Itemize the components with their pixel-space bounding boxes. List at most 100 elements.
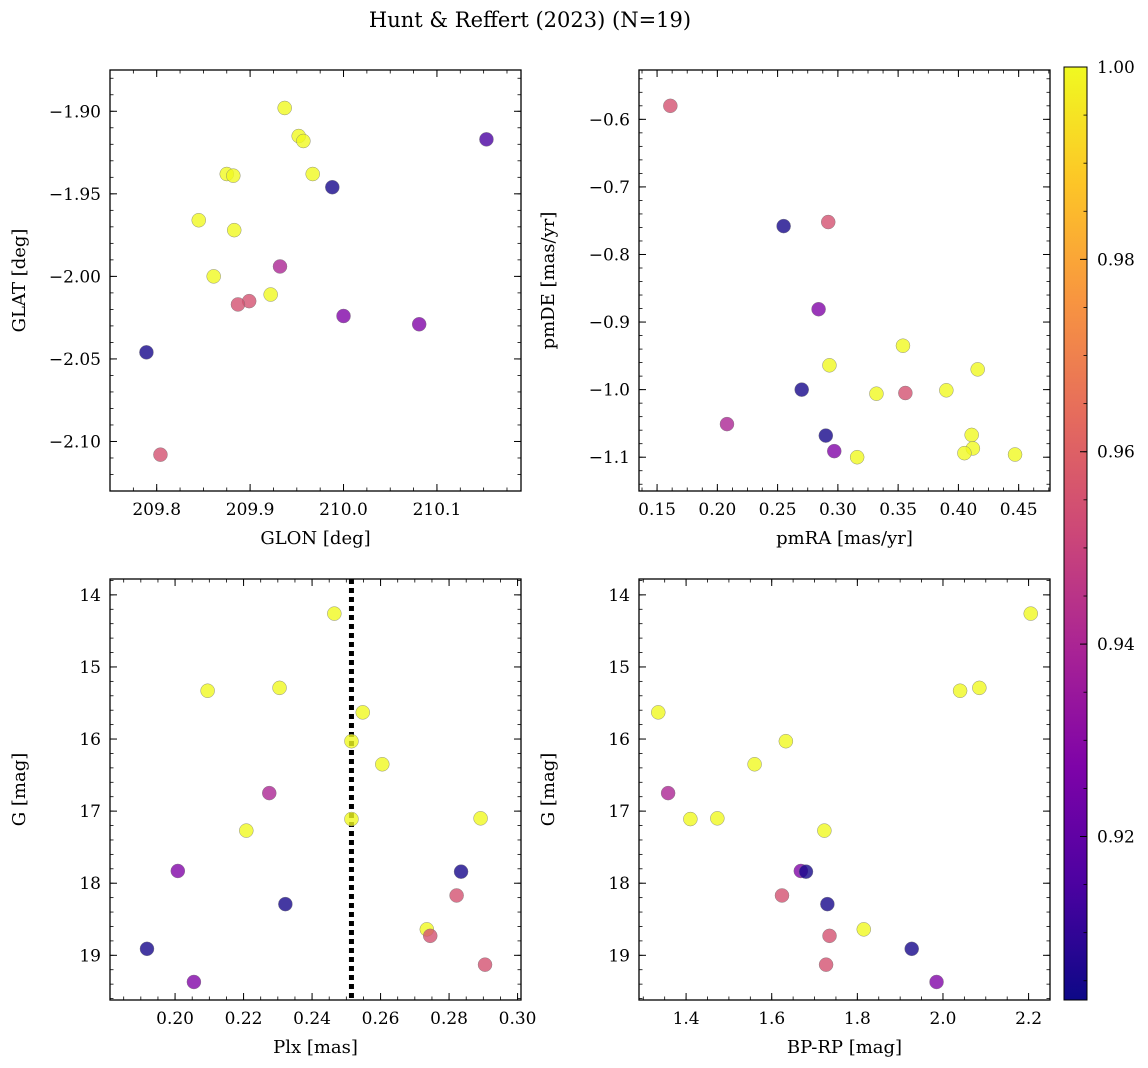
data-point bbox=[1007, 447, 1023, 462]
data-point bbox=[453, 864, 469, 879]
data-point bbox=[344, 811, 359, 827]
data-point bbox=[170, 863, 186, 879]
data-point bbox=[277, 100, 292, 116]
panel-top-right: 0.15 0.20 0.25 0.30 0.35 0.40 0.45 −0.6 −0.7 −0.8… bbox=[538, 69, 1051, 549]
data-point bbox=[811, 302, 826, 317]
x-axis-label: Plx [mas] bbox=[273, 1037, 358, 1058]
x-tick-label: 0.15 bbox=[638, 500, 676, 520]
y-tick-label: 16 bbox=[79, 730, 101, 750]
x-tick-label: 0.22 bbox=[225, 1009, 263, 1029]
data-point bbox=[898, 385, 913, 401]
y-tick-label: 14 bbox=[608, 586, 630, 606]
colorbar-tick-label: 0.96 bbox=[1097, 443, 1135, 463]
y-tick-label: 18 bbox=[608, 874, 630, 894]
data-point bbox=[479, 132, 494, 147]
data-point bbox=[477, 957, 493, 972]
x-tick-label: 1.6 bbox=[758, 1009, 785, 1029]
y-tick-label: −0.6 bbox=[589, 110, 630, 130]
data-point bbox=[262, 785, 277, 801]
panel-top-left: 209.8 209.9 210.0 210.1 −1.90 −1.95 −2.00 −2.05… bbox=[9, 69, 522, 549]
data-point bbox=[683, 811, 698, 827]
axes-frame bbox=[109, 578, 522, 1001]
y-tick-label: −1.90 bbox=[49, 102, 101, 122]
data-point bbox=[818, 428, 834, 443]
y-axis-label: GLAT [deg] bbox=[9, 229, 30, 333]
data-point bbox=[651, 705, 666, 720]
colorbar-tick-label: 0.94 bbox=[1097, 635, 1135, 655]
data-point bbox=[153, 447, 168, 462]
data-point bbox=[305, 166, 320, 182]
data-point bbox=[774, 888, 790, 903]
data-point bbox=[449, 888, 464, 903]
data-point bbox=[327, 606, 342, 621]
data-point bbox=[230, 297, 246, 312]
data-point bbox=[747, 757, 762, 772]
data-point bbox=[473, 811, 488, 826]
data-point bbox=[278, 896, 293, 912]
colorbar-tick-label: 1.00 bbox=[1097, 58, 1135, 78]
data-point bbox=[411, 317, 427, 332]
x-tick-label: 0.26 bbox=[362, 1009, 400, 1029]
axes-frame bbox=[638, 578, 1051, 1001]
y-axis-label: G [mag] bbox=[538, 753, 559, 826]
y-tick-label: 16 bbox=[608, 730, 630, 750]
x-axis-label: BP-RP [mag] bbox=[787, 1037, 902, 1058]
data-point bbox=[375, 757, 390, 772]
data-point bbox=[798, 864, 814, 879]
data-point bbox=[139, 941, 155, 957]
x-tick-label: 1.8 bbox=[844, 1009, 871, 1029]
y-tick-label: 17 bbox=[608, 802, 630, 822]
y-tick-label: −1.1 bbox=[589, 448, 630, 468]
data-point bbox=[821, 214, 836, 230]
y-tick-label: −2.05 bbox=[49, 350, 101, 370]
data-point bbox=[191, 213, 206, 228]
y-tick-label: 15 bbox=[608, 658, 630, 678]
data-point bbox=[263, 287, 278, 302]
y-tick-label: 17 bbox=[79, 802, 101, 822]
data-point bbox=[820, 896, 835, 912]
data-point bbox=[895, 338, 911, 353]
x-tick-label: 0.25 bbox=[759, 500, 797, 520]
y-tick-label: −2.00 bbox=[49, 267, 101, 287]
data-point bbox=[904, 941, 919, 957]
x-tick-label: 0.40 bbox=[939, 500, 977, 520]
data-point bbox=[200, 683, 215, 698]
y-tick-label: 19 bbox=[79, 946, 101, 966]
x-tick-label: 0.35 bbox=[879, 500, 917, 520]
x-tick-label: 1.4 bbox=[673, 1009, 700, 1029]
y-tick-label: −0.8 bbox=[589, 245, 630, 265]
x-tick-label: 0.30 bbox=[819, 500, 857, 520]
data-point bbox=[226, 168, 241, 183]
data-point bbox=[776, 218, 791, 234]
y-tick-label: −0.7 bbox=[589, 178, 630, 198]
colorbar-tick-label: 0.98 bbox=[1097, 250, 1135, 270]
x-axis-label: GLON [deg] bbox=[260, 528, 370, 549]
data-point bbox=[856, 922, 871, 937]
data-point bbox=[957, 445, 972, 461]
y-axis-label: G [mag] bbox=[9, 753, 30, 826]
x-tick-label: 0.20 bbox=[698, 500, 736, 520]
data-point bbox=[663, 98, 678, 114]
data-point bbox=[1023, 606, 1038, 621]
data-point bbox=[827, 443, 842, 459]
y-tick-label: 15 bbox=[79, 658, 101, 678]
data-point bbox=[952, 683, 968, 698]
data-point bbox=[970, 362, 985, 377]
data-point bbox=[660, 785, 676, 801]
data-point bbox=[794, 382, 809, 397]
data-point bbox=[710, 811, 725, 826]
x-tick-label: 209.8 bbox=[132, 500, 181, 520]
data-point bbox=[325, 180, 340, 195]
axes-frame bbox=[109, 69, 522, 492]
data-point bbox=[355, 705, 370, 720]
x-tick-label: 0.24 bbox=[293, 1009, 331, 1029]
y-tick-label: 18 bbox=[79, 874, 101, 894]
data-point bbox=[296, 133, 311, 149]
y-axis-label: pmDE [mas/yr] bbox=[538, 212, 559, 350]
x-tick-label: 2.0 bbox=[929, 1009, 956, 1029]
x-axis-label: pmRA [mas/yr] bbox=[776, 528, 913, 549]
data-point bbox=[423, 928, 438, 944]
panel-bottom-right: 1.4 1.6 1.8 2.0 2.2 14 15 16 17 18 19 BP-RP [mag] G … bbox=[538, 578, 1051, 1058]
data-point bbox=[972, 680, 987, 696]
x-tick-label: 2.2 bbox=[1015, 1009, 1042, 1029]
